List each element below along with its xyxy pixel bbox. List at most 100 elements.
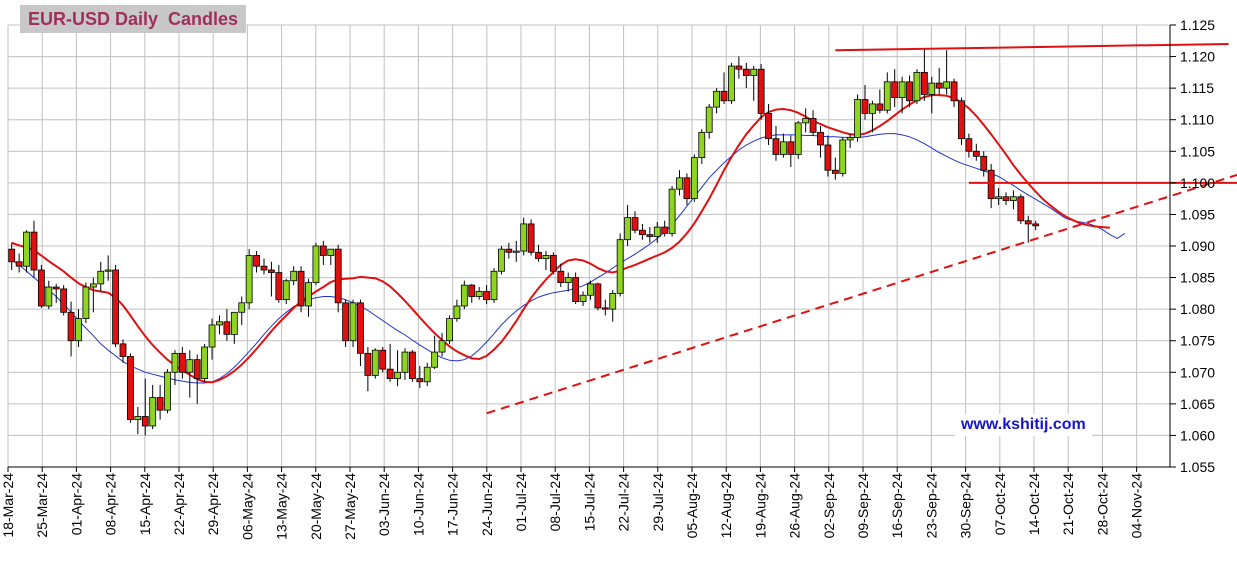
candle-body-up (690, 157, 698, 200)
x-tick-label: 18-Mar-24 (0, 473, 16, 538)
candle (230, 311, 238, 344)
candle (928, 76, 936, 114)
candle-body-up (705, 106, 713, 133)
candle-body-down (334, 248, 342, 304)
candle-body-up (846, 136, 854, 141)
candle-body-up (587, 283, 594, 296)
x-tick-label: 26-Aug-24 (787, 473, 803, 539)
candle-body-up (698, 131, 706, 158)
axes (7, 24, 1176, 472)
candle-body-up (201, 346, 209, 379)
candle (423, 362, 431, 387)
x-axis-tick-labels: 18-Mar-24 25-Mar-24 01-Apr-24 08-Apr-24 15-A… (0, 473, 1145, 540)
x-tick-label: 24-Jun-24 (479, 473, 495, 536)
candle (557, 263, 565, 288)
candle (401, 348, 409, 380)
candle (446, 315, 453, 344)
chart-title: EUR-USD Daily Candles (28, 8, 239, 29)
candle (201, 343, 209, 382)
candle-body-down (342, 302, 350, 342)
candle (208, 318, 216, 360)
candle (275, 264, 283, 303)
candle (379, 347, 387, 373)
candle-body-down (8, 248, 16, 263)
candle (297, 266, 305, 313)
candle (802, 108, 810, 133)
candle (742, 62, 750, 89)
candle-body-down (735, 65, 743, 70)
candle (728, 62, 735, 104)
candle (408, 350, 416, 382)
candle-body-up (802, 118, 810, 124)
candle-body-down (972, 150, 980, 157)
candle (750, 66, 758, 101)
candle-body-down (683, 177, 691, 200)
candle-body-down (906, 81, 913, 102)
candle-body-up (164, 371, 171, 411)
candle (564, 272, 572, 292)
candle-body-down (319, 245, 327, 256)
candle-body-down (178, 352, 186, 373)
candle-body-down (772, 138, 780, 155)
y-tick-label: 1.100 (1180, 175, 1215, 191)
candle (342, 299, 350, 348)
candle (1010, 190, 1017, 210)
candle (386, 343, 394, 382)
candle-body-up (216, 321, 223, 326)
candle (483, 285, 490, 305)
candle (260, 258, 268, 275)
candle (512, 240, 520, 262)
y-tick-label: 1.115 (1180, 80, 1214, 96)
candle-body-down (809, 118, 817, 133)
candle (52, 283, 60, 303)
candle (535, 244, 542, 262)
candle (713, 88, 721, 114)
candle (97, 261, 105, 292)
candle (542, 251, 550, 270)
y-tick-label: 1.085 (1180, 270, 1215, 286)
candle-body-down (483, 291, 490, 301)
candle-body-down (876, 103, 884, 111)
candle (631, 211, 639, 234)
candle (319, 240, 327, 265)
candle (579, 291, 587, 306)
candle-body-up (668, 188, 676, 234)
candle (416, 365, 424, 389)
candle-body-down (720, 90, 728, 102)
candle-body-up (394, 371, 401, 379)
candle (809, 110, 817, 136)
candle (661, 220, 669, 237)
candle-body-up (728, 65, 735, 102)
candle (8, 242, 16, 270)
candle (765, 103, 772, 145)
candle-body-down (119, 343, 127, 357)
candle-body-up (149, 397, 157, 427)
candle-body-down (631, 217, 639, 231)
x-tick-label: 05-Aug-24 (684, 473, 700, 539)
x-tick-label: 22-Jul-24 (616, 473, 632, 532)
moving-average-fast (11, 94, 1110, 384)
y-tick-label: 1.075 (1180, 333, 1215, 349)
candle-body-down (156, 397, 164, 411)
candle-body-up (943, 81, 951, 89)
candle-body-down (1032, 223, 1040, 227)
candle (193, 354, 201, 404)
x-tick-label: 25-Mar-24 (34, 473, 50, 538)
candle-body-down (958, 100, 965, 140)
candle (460, 280, 468, 310)
candle (453, 299, 461, 322)
candle-body-down (557, 270, 565, 284)
x-tick-label: 29-Jul-24 (650, 473, 666, 532)
candle-body-down (37, 269, 45, 307)
candle-body-down (765, 113, 772, 140)
grid-lines (7, 24, 1170, 468)
candle-body-down (268, 269, 275, 273)
y-axis-tick-labels: 1.055 1.060 1.065 1.070 1.075 1.080 1.085 1.090… (1180, 17, 1215, 475)
candle-body-down (535, 251, 542, 260)
candle (980, 151, 988, 177)
candle-body-up (438, 340, 446, 353)
candle (787, 135, 795, 168)
candle-body-up (97, 270, 105, 285)
y-tick-label: 1.125 (1180, 17, 1215, 33)
